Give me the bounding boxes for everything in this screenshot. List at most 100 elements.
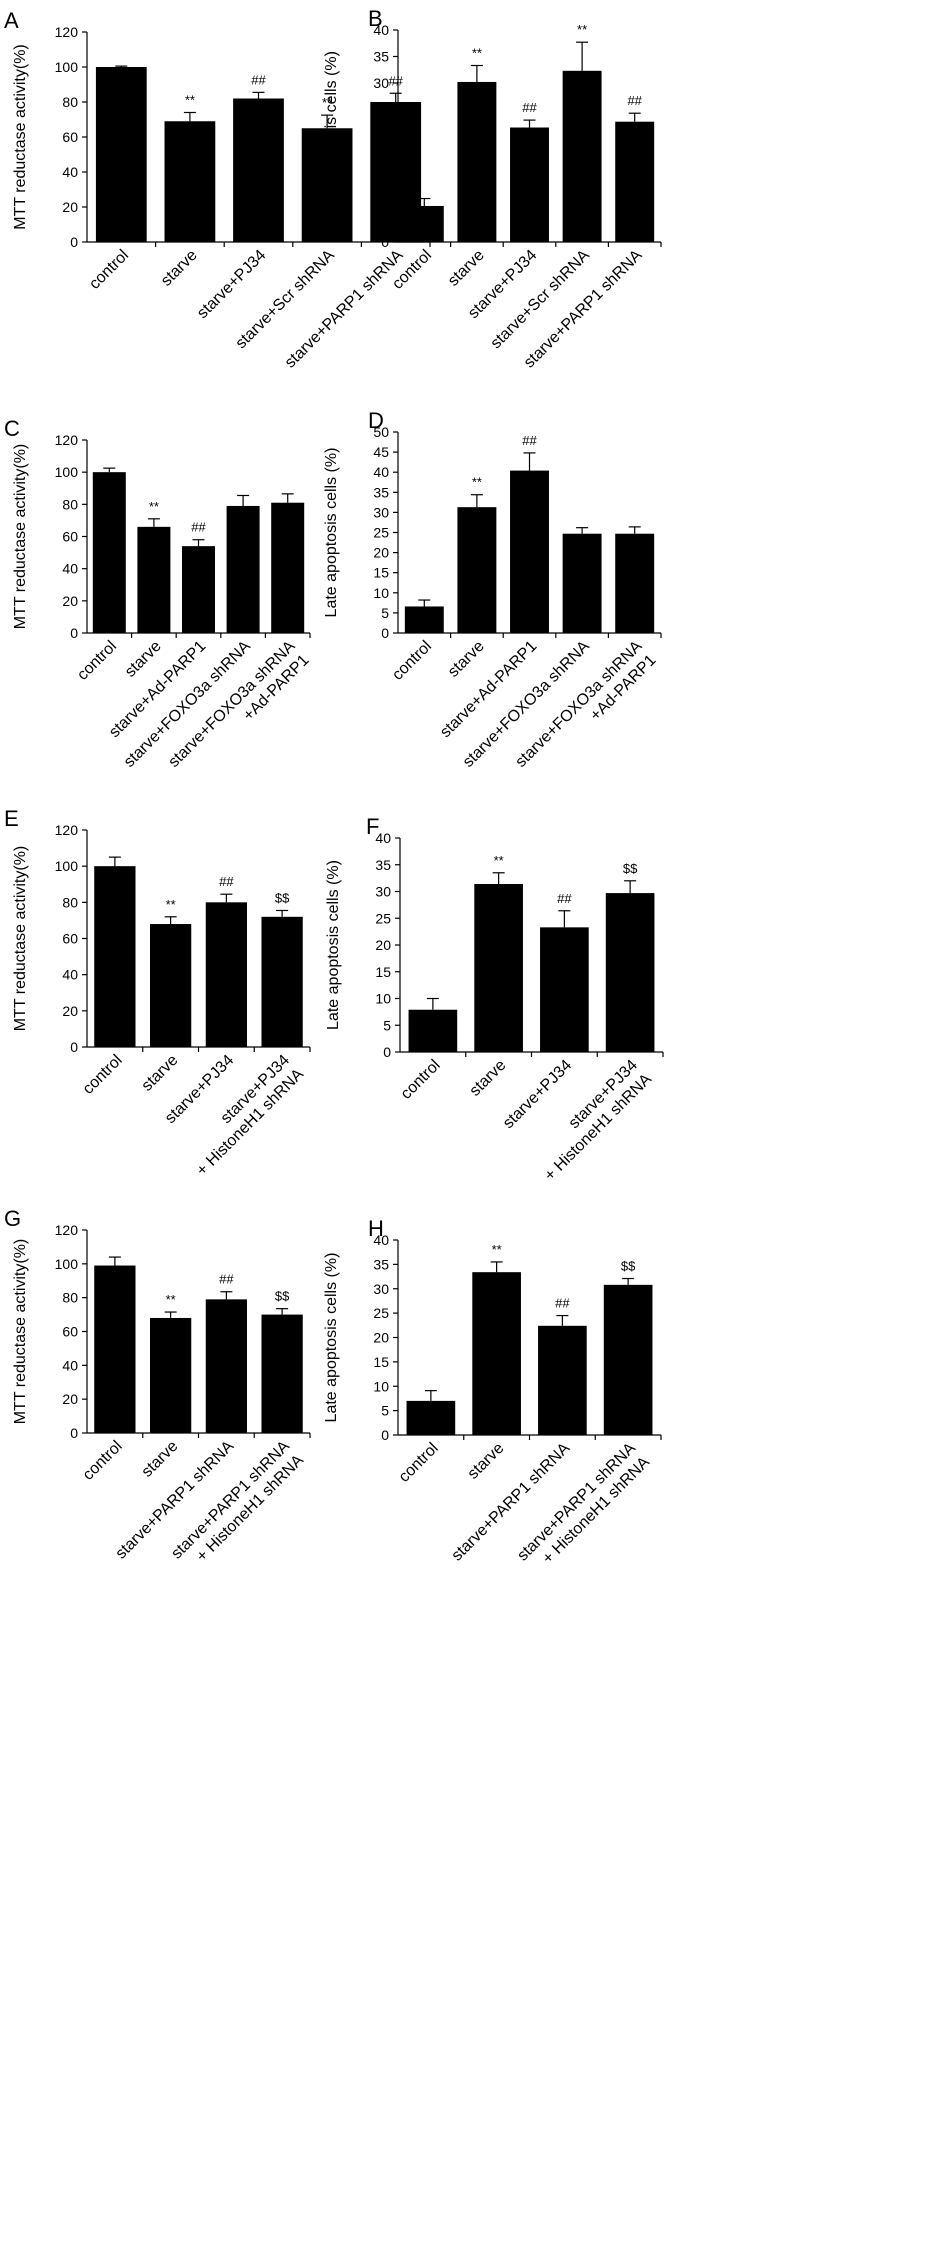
y-tick-label: 15 — [373, 565, 389, 581]
bar — [603, 1284, 653, 1435]
x-tick-label: starve+PARP1 shRNA — [514, 1440, 639, 1565]
bar — [457, 81, 497, 242]
y-tick-label: 10 — [373, 181, 389, 197]
significance-label: ** — [472, 46, 482, 61]
y-axis-label: MTT reductase activity(%) — [12, 846, 29, 1032]
x-tick-label: control — [398, 1057, 444, 1103]
y-tick-label: 0 — [381, 625, 389, 641]
y-tick-label: 10 — [373, 1378, 389, 1394]
x-tick-label: starve+PARP1 shRNA — [282, 247, 407, 372]
y-tick-label: 80 — [62, 94, 78, 110]
x-tick-label: starve+PJ34 — [500, 1057, 575, 1132]
x-tick-label: control — [80, 1438, 126, 1484]
y-tick-label: 25 — [375, 910, 391, 926]
y-tick-label: 20 — [375, 937, 391, 953]
y-tick-label: 0 — [383, 1044, 391, 1060]
y-tick-label: 60 — [62, 931, 78, 947]
y-tick-label: 30 — [373, 1281, 389, 1297]
significance-label: $$ — [621, 1259, 636, 1274]
y-tick-label: 40 — [375, 830, 391, 846]
panel-letter: G — [4, 1206, 21, 1231]
significance-label: ## — [388, 73, 403, 88]
y-tick-label: 5 — [381, 605, 389, 621]
significance-label: $$ — [275, 890, 290, 905]
significance-label: ** — [166, 897, 176, 912]
bar — [205, 902, 248, 1047]
y-tick-label: 35 — [373, 1256, 389, 1272]
x-tick-label: control — [396, 1440, 442, 1486]
x-tick-label: starve — [445, 638, 488, 681]
bar — [94, 1265, 136, 1433]
panel-letter: H — [368, 1216, 384, 1241]
y-tick-label: 15 — [375, 964, 391, 980]
y-tick-label: 0 — [381, 1427, 389, 1443]
significance-label: ## — [522, 433, 537, 448]
significance-label: $$ — [623, 861, 638, 876]
significance-label: ## — [219, 1272, 234, 1287]
y-tick-label: 80 — [62, 894, 78, 910]
y-tick-label: 100 — [55, 1256, 79, 1272]
y-tick-label: 0 — [70, 625, 78, 641]
y-tick-label: 0 — [70, 1425, 78, 1441]
bar — [271, 502, 305, 633]
significance-label: ## — [627, 93, 642, 108]
x-tick-label: starve+Ad-PARP1 — [437, 638, 540, 741]
y-tick-label: 120 — [55, 1222, 79, 1238]
bar — [226, 505, 260, 633]
x-tick-label: starve+PJ34 — [194, 247, 269, 322]
bar — [404, 205, 444, 242]
y-tick-label: 20 — [62, 1391, 78, 1407]
y-axis-label: Late apoptosis cells (%) — [323, 1253, 340, 1423]
y-tick-label: 50 — [373, 424, 389, 440]
y-tick-label: 20 — [62, 199, 78, 215]
bar — [181, 546, 216, 633]
y-axis-label: Late apoptosis cells (%) — [323, 51, 340, 221]
significance-label: ## — [191, 520, 206, 535]
bar — [408, 1009, 458, 1052]
x-tick-label: control — [389, 638, 435, 684]
bar — [562, 70, 602, 242]
y-tick-label: 20 — [373, 545, 389, 561]
x-tick-label: starve+Scr shRNA — [488, 247, 594, 353]
x-tick-label: starve — [465, 1440, 508, 1483]
y-tick-label: 25 — [373, 102, 389, 118]
significance-label: ## — [555, 1296, 570, 1311]
y-tick-label: 35 — [375, 857, 391, 873]
x-tick-label: starve — [467, 1057, 510, 1100]
y-tick-label: 80 — [62, 1290, 78, 1306]
y-tick-label: 35 — [373, 49, 389, 65]
y-tick-label: 30 — [373, 504, 389, 520]
y-tick-label: 20 — [373, 1330, 389, 1346]
y-axis-label: MTT reductase activity(%) — [12, 444, 29, 630]
significance-label: ** — [577, 22, 587, 37]
bar — [472, 1272, 521, 1435]
x-tick-label: starve — [445, 247, 488, 290]
bar — [261, 1314, 303, 1433]
y-tick-label: 40 — [62, 1357, 78, 1373]
y-axis-label: Late apoptosis cells (%) — [323, 448, 340, 618]
x-tick-label: control — [80, 1052, 126, 1098]
y-tick-label: 0 — [381, 234, 389, 250]
panel-h: H 0 5 10 15 20 25 30 35 40 Late apoptosis cells (%… — [323, 1216, 662, 1567]
y-tick-label: 10 — [375, 991, 391, 1007]
panel-f: F 0 5 10 15 20 25 30 35 40 Late apoptosis cells (%… — [325, 814, 664, 1184]
y-tick-label: 20 — [62, 1003, 78, 1019]
y-axis-label: MTT reductase activity(%) — [12, 44, 29, 230]
y-tick-label: 100 — [55, 59, 79, 75]
y-tick-label: 20 — [373, 128, 389, 144]
panel-b: B 0 5 10 15 20 25 30 35 40 Late apoptosis cells (%… — [323, 6, 662, 371]
y-tick-label: 45 — [373, 444, 389, 460]
bar — [149, 924, 192, 1047]
y-tick-label: 60 — [62, 129, 78, 145]
significance-label: ## — [251, 72, 266, 87]
y-tick-label: 20 — [62, 593, 78, 609]
y-tick-label: 120 — [55, 24, 79, 40]
y-tick-label: 40 — [62, 967, 78, 983]
y-tick-label: 40 — [373, 22, 389, 38]
bar — [149, 1317, 192, 1433]
panel-letter: C — [4, 416, 20, 441]
y-tick-label: 5 — [381, 208, 389, 224]
panel-d: D 0 5 10 15 20 25 30 35 40 45 50 Late apoptosis cell… — [323, 408, 662, 771]
